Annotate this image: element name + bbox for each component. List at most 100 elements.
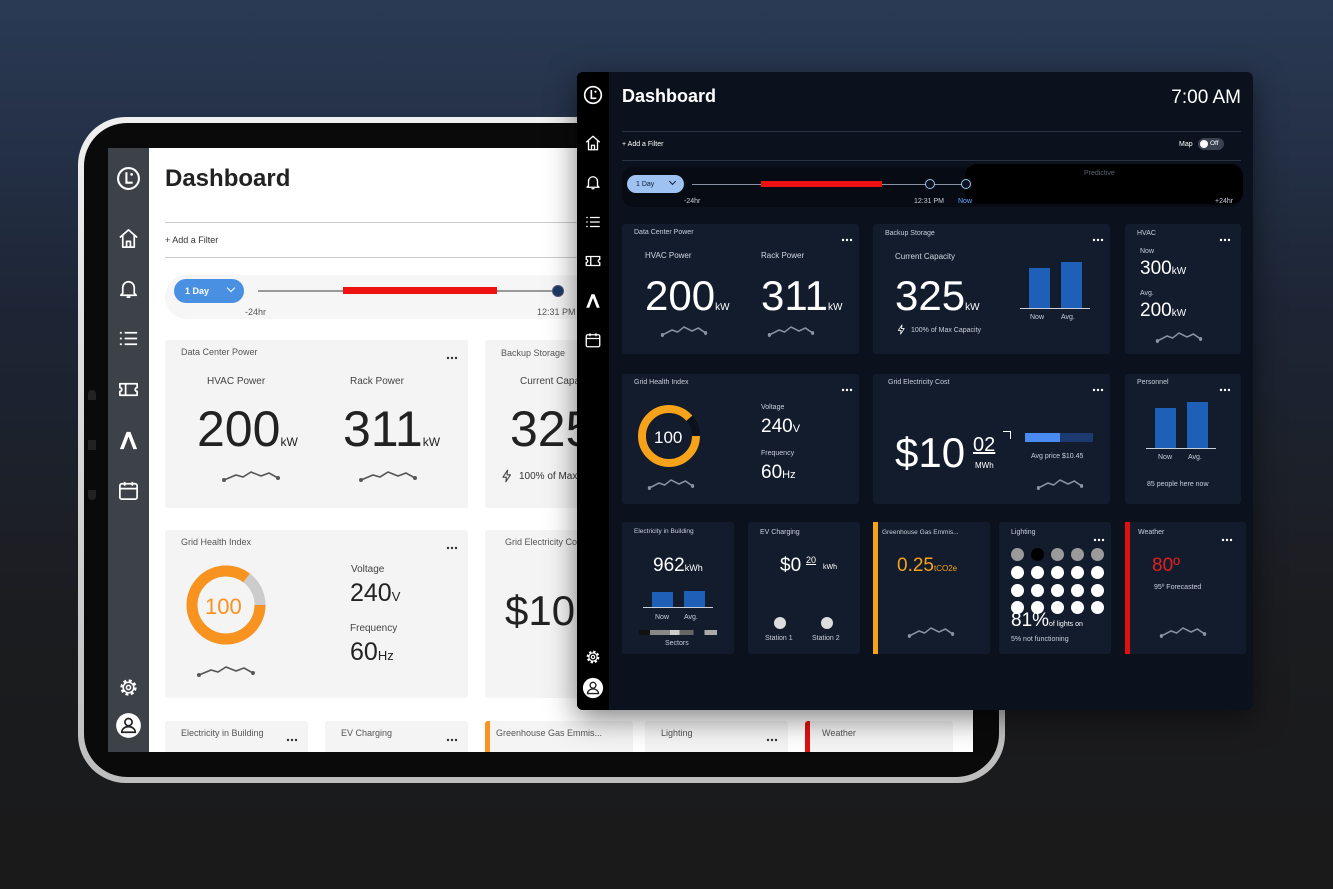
dot (1219, 388, 1223, 392)
user-icon[interactable] (115, 712, 142, 739)
card-title: Greenhouse Gas Emmis... (496, 728, 603, 738)
sparkline-dot (197, 673, 201, 677)
settings-icon[interactable] (586, 650, 600, 664)
add-filter[interactable]: + Add a Filter (165, 235, 219, 245)
menu-dots-graphic (286, 738, 298, 742)
divider (622, 131, 1241, 132)
sparkline-dot (767, 333, 771, 337)
sparkline-dot (647, 486, 651, 490)
bar-label: Avg. (1188, 454, 1202, 461)
capacity-note: 100% of Max Capacity (911, 327, 982, 334)
timeline-mid: 12:31 PM (914, 198, 944, 205)
menu-dots[interactable] (841, 380, 853, 392)
timeline-now: Now (958, 198, 973, 205)
sparkline (767, 324, 815, 338)
dot (454, 356, 458, 360)
dot (286, 738, 290, 742)
menu-dots[interactable] (1219, 230, 1231, 242)
metric-unit: kW (1171, 266, 1187, 277)
station-label: Station 2 (812, 635, 840, 642)
ticket-icon[interactable] (585, 255, 601, 267)
dot (845, 388, 849, 392)
card-title: EV Charging (341, 728, 393, 738)
bell-icon[interactable] (119, 280, 138, 298)
light-grid (1011, 548, 1107, 616)
dot (1101, 538, 1105, 542)
timeline-handle[interactable] (552, 285, 564, 297)
bar-chart (1020, 254, 1090, 309)
menu-dots[interactable] (1093, 530, 1105, 542)
menu-dots[interactable] (1092, 230, 1104, 242)
dot (841, 238, 845, 242)
card-title: Personnel (1137, 379, 1169, 386)
a-icon[interactable] (119, 431, 138, 450)
light-dot (1071, 548, 1084, 561)
dot (454, 546, 458, 550)
bar-chart (643, 587, 713, 608)
card-title: Data Center Power (634, 229, 694, 236)
light-dot (1031, 548, 1044, 561)
metric-unit: tCO2e (933, 564, 958, 573)
bell-icon[interactable] (586, 176, 600, 190)
ring-fill (186, 565, 266, 645)
ticket-icon[interactable] (119, 382, 138, 397)
now-handle[interactable] (961, 179, 971, 189)
range-pill[interactable] (627, 175, 684, 193)
light-dot (1031, 583, 1044, 597)
list-icon[interactable] (119, 331, 138, 346)
timeline-start: -24hr (684, 198, 701, 205)
ring-fill (638, 405, 700, 467)
dot (1225, 538, 1229, 542)
sparkline-path (1161, 627, 1205, 637)
menu-dots[interactable] (766, 730, 778, 742)
menu-dots[interactable] (446, 538, 458, 550)
a-icon[interactable] (586, 294, 600, 308)
user-icon[interactable] (582, 677, 604, 699)
list-icon[interactable] (585, 216, 601, 228)
sparkline-graphic (660, 326, 708, 337)
card (748, 522, 860, 654)
metric-unit: kW (715, 302, 730, 313)
metric-label: Avg. (1140, 290, 1154, 297)
dot (1219, 238, 1223, 242)
menu-dots[interactable] (1092, 380, 1104, 392)
price-unit: MWh (975, 461, 994, 470)
sparkline-dot (1203, 632, 1207, 636)
card (165, 340, 468, 508)
range-pill[interactable] (174, 279, 244, 303)
light-dot (1091, 601, 1104, 615)
menu-dots[interactable] (286, 730, 298, 742)
metric-unit: kW (1171, 308, 1187, 319)
health-ring (638, 405, 700, 467)
sparkline-dot (251, 671, 255, 675)
calendar-icon[interactable] (585, 332, 601, 348)
home-icon[interactable] (119, 229, 138, 248)
timeline-range (343, 287, 497, 294)
sparkline-dot (1199, 337, 1203, 341)
card (1125, 374, 1241, 504)
sparkline-graphic (359, 471, 417, 482)
station-dot (821, 617, 833, 629)
avg-price: Avg price $10.45 (1031, 453, 1084, 460)
sidebar (577, 72, 609, 710)
settings-icon[interactable] (120, 679, 137, 696)
menu-dots[interactable] (841, 230, 853, 242)
card-title: Data Center Power (181, 347, 258, 357)
sparkline-graphic (1155, 332, 1203, 343)
add-filter[interactable]: + Add a Filter (622, 141, 664, 148)
dot (446, 356, 450, 360)
card (622, 224, 859, 354)
metric-unit: kW (422, 435, 441, 449)
home-icon[interactable] (585, 135, 601, 151)
menu-dots[interactable] (1221, 530, 1233, 542)
menu-dots[interactable] (1219, 380, 1231, 392)
dot (1227, 388, 1231, 392)
sparkline-path (662, 326, 706, 336)
timeline-handle[interactable] (925, 179, 935, 189)
metric: 962kWh (653, 556, 703, 575)
calendar-icon[interactable] (119, 481, 138, 500)
sparkline-dot (660, 333, 664, 337)
price-dollars: $10 (895, 429, 966, 476)
menu-dots[interactable] (446, 348, 458, 360)
menu-dots[interactable] (446, 730, 458, 742)
